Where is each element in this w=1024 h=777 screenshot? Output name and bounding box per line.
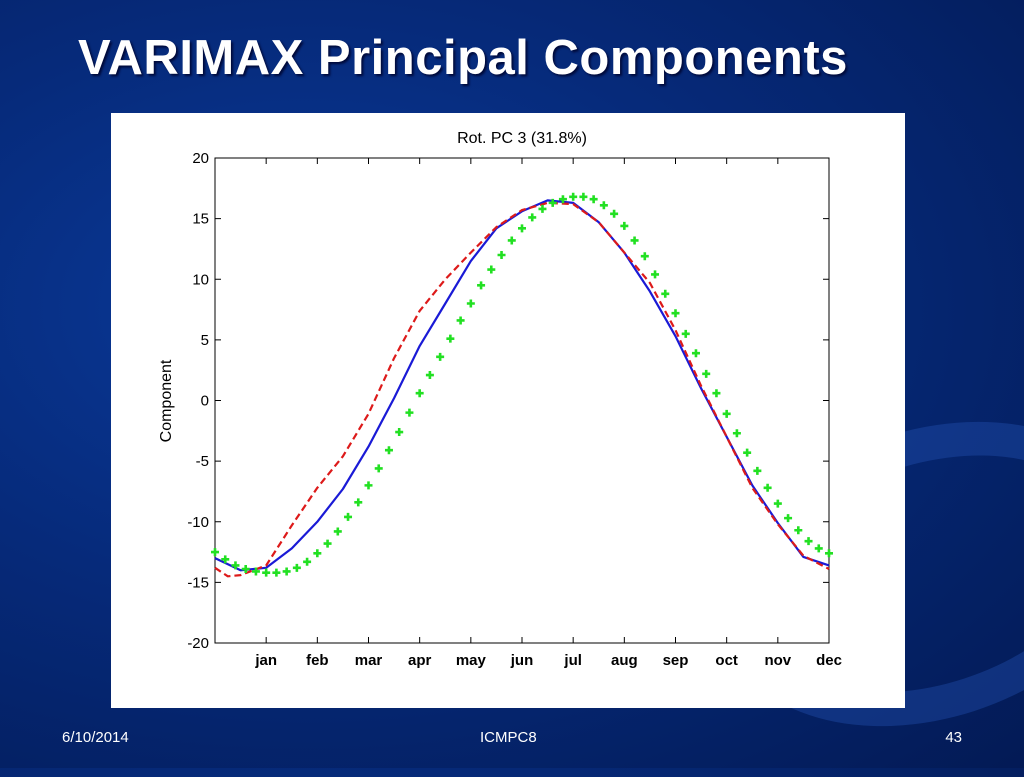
data-point <box>344 512 353 521</box>
data-point <box>354 498 363 507</box>
slide-title: VARIMAX Principal Components <box>78 31 848 85</box>
y-tick-label: -10 <box>187 514 209 531</box>
series-line-dashed <box>214 201 830 578</box>
y-tick-label: -5 <box>196 453 209 470</box>
data-point <box>743 448 752 457</box>
data-point <box>681 329 690 338</box>
data-point <box>722 409 731 418</box>
data-point <box>640 252 649 261</box>
x-tick-label: mar <box>355 652 383 669</box>
series-group <box>211 192 833 578</box>
data-point <box>262 568 271 577</box>
data-point <box>405 408 414 417</box>
data-point <box>589 195 598 204</box>
data-point <box>569 192 578 201</box>
data-point <box>384 446 393 455</box>
y-tick-label: 0 <box>201 393 209 410</box>
data-point <box>466 299 475 308</box>
data-point <box>814 544 823 553</box>
data-point <box>599 201 608 210</box>
data-point <box>374 464 383 473</box>
x-tick-label: nov <box>764 652 791 669</box>
data-point <box>671 309 680 318</box>
series-line-solid <box>214 199 830 572</box>
data-point <box>497 251 506 259</box>
data-point <box>661 289 670 298</box>
y-tick-label: 5 <box>201 332 209 349</box>
data-point <box>784 514 793 523</box>
data-point <box>507 236 516 245</box>
data-point <box>702 369 711 378</box>
data-point <box>487 265 496 274</box>
data-point <box>303 557 312 566</box>
x-tick-label: sep <box>663 652 689 669</box>
data-point <box>425 371 434 380</box>
x-tick-label: jan <box>254 652 277 669</box>
data-point <box>395 428 404 437</box>
x-tick-label: jun <box>510 652 534 669</box>
data-point <box>691 349 700 358</box>
footer-title: ICMPC8 <box>480 729 537 746</box>
y-tick-label: -15 <box>187 574 209 591</box>
data-point <box>518 224 526 233</box>
data-point <box>538 204 547 213</box>
x-tick-label: aug <box>611 652 638 669</box>
data-point <box>558 195 567 204</box>
page-number: 43 <box>945 729 962 746</box>
y-tick-label: -20 <box>187 635 209 652</box>
x-tick-label: jul <box>563 652 582 669</box>
data-point <box>753 466 762 475</box>
data-point <box>436 352 445 361</box>
data-point <box>292 563 301 572</box>
data-point <box>548 198 557 207</box>
data-point <box>415 389 424 398</box>
data-point <box>211 548 219 557</box>
series-markers <box>211 192 833 577</box>
data-point <box>477 281 486 290</box>
chart-title: Rot. PC 3 (31.8%) <box>457 130 587 147</box>
x-tick-label: oct <box>715 652 738 669</box>
data-point <box>323 539 332 548</box>
data-point <box>630 236 639 245</box>
axes: -20 -15 -10 -5 0 5 10 15 20 jan feb mar apr may jun jul… <box>187 150 842 669</box>
data-point <box>804 537 813 546</box>
data-point <box>773 499 782 508</box>
data-point <box>313 549 322 558</box>
data-point <box>712 389 721 398</box>
data-point <box>528 213 537 222</box>
data-point <box>579 192 588 201</box>
data-point <box>456 316 465 325</box>
footer-date: 6/10/2014 <box>62 729 129 746</box>
data-point <box>364 481 373 490</box>
y-tick-label: 10 <box>192 271 209 288</box>
data-point <box>732 429 741 438</box>
data-point <box>763 483 772 492</box>
y-tick-label: 20 <box>192 150 209 167</box>
x-tick-label: apr <box>408 652 432 669</box>
data-point <box>251 567 260 576</box>
data-point <box>794 526 803 535</box>
data-point <box>241 565 250 574</box>
data-point <box>231 561 240 570</box>
y-tick-label: 15 <box>192 211 209 228</box>
x-tick-label: dec <box>816 652 842 669</box>
chart-panel: Rot. PC 3 (31.8%) Component -20 -15 -10 -5 0… <box>111 113 905 708</box>
data-point <box>446 334 455 343</box>
data-point <box>651 270 660 279</box>
data-point <box>272 568 281 577</box>
data-point <box>282 567 291 576</box>
data-point <box>620 221 629 230</box>
data-point <box>333 527 342 536</box>
data-point <box>610 209 619 218</box>
x-tick-label: feb <box>306 652 329 669</box>
data-point <box>825 549 833 558</box>
x-tick-label: may <box>456 652 487 669</box>
chart: Rot. PC 3 (31.8%) Component -20 -15 -10 -5 0… <box>158 130 842 669</box>
y-axis-label: Component <box>158 359 175 442</box>
data-point <box>221 555 230 564</box>
